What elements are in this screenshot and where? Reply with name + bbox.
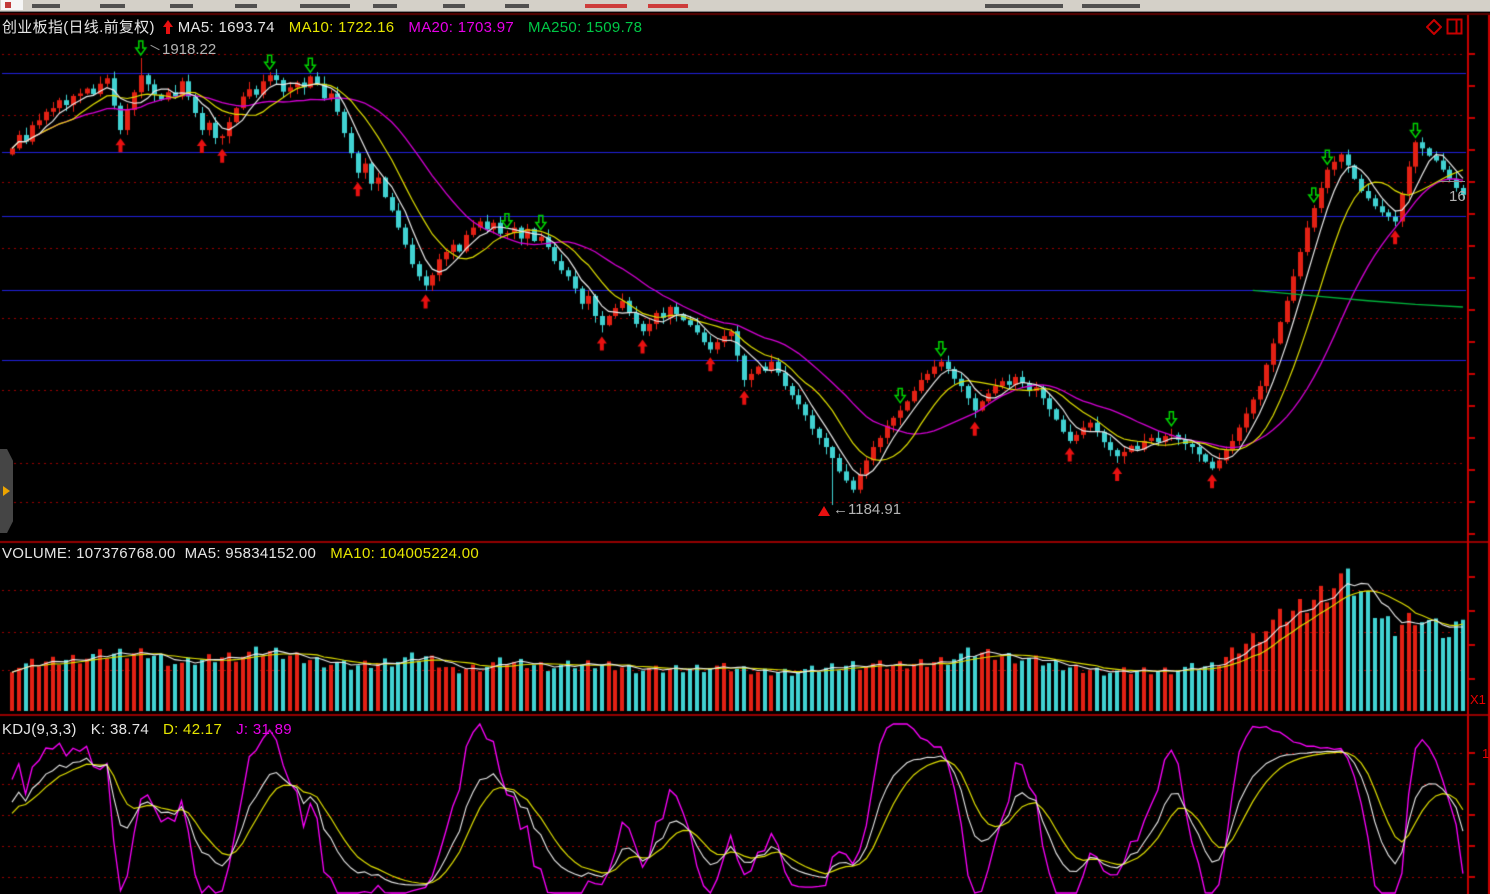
ma5-value[interactable]: MA5: 1693.74 — [177, 19, 275, 36]
menu-item-fragment[interactable] — [585, 4, 627, 8]
ma20-value[interactable]: MA20: 1703.97 — [408, 19, 515, 36]
menu-item-fragment[interactable] — [505, 4, 529, 8]
trend-up-icon — [162, 20, 174, 34]
kdj-title-row: KDJ(9,3,3) K: 38.74 D: 42.17 J: 31.89 — [2, 721, 292, 738]
ma250-value[interactable]: MA250: 1509.78 — [528, 19, 643, 36]
menu-item-fragment[interactable] — [648, 4, 688, 8]
kdj-indicator-name[interactable]: KDJ(9,3,3) — [2, 721, 77, 738]
menu-bar — [0, 0, 1490, 12]
low-annotation: ←1184.91 — [818, 501, 901, 518]
menu-item-fragment[interactable] — [100, 4, 125, 8]
main-chart-title-row: 创业板指(日线.前复权) MA5: 1693.74 MA10: 1722.16 MA2… — [2, 16, 642, 37]
high-annotation: 1918.22 — [150, 41, 216, 58]
split-window-icon[interactable] — [1446, 18, 1463, 35]
low-annotation-value: ←1184.91 — [833, 501, 902, 518]
last-price-pointer — [1438, 181, 1465, 182]
app-logo-mark — [5, 2, 11, 8]
low-marker-triangle-icon — [818, 506, 830, 516]
menu-item-fragment[interactable] — [1082, 4, 1140, 8]
high-annotation-value: 1918.22 — [162, 41, 217, 58]
menu-item-fragment[interactable] — [985, 4, 1063, 8]
menu-item-fragment[interactable] — [32, 4, 60, 8]
expand-arrow-icon — [3, 486, 10, 496]
instrument-title: 创业板指(日线.前复权) — [2, 19, 155, 36]
menu-item-fragment[interactable] — [235, 4, 257, 8]
menu-item-fragment[interactable] — [170, 4, 193, 8]
kdj-d-value: D: 42.17 — [162, 721, 223, 738]
kdj-axis-label: 1 — [1482, 746, 1490, 761]
menu-item-fragment[interactable] — [373, 4, 397, 8]
kdj-j-value: J: 31.89 — [236, 721, 292, 738]
sidebar-expand-handle[interactable] — [0, 449, 13, 533]
volume-ma5-value[interactable]: MA5: 95834152.00 — [184, 545, 317, 562]
volume-ma10-value[interactable]: MA10: 104005224.00 — [330, 545, 480, 562]
menu-item-fragment[interactable] — [443, 4, 465, 8]
ma10-value[interactable]: MA10: 1722.16 — [288, 19, 395, 36]
kdj-k-value: K: 38.74 — [90, 721, 149, 738]
volume-unit-label: X1 — [1470, 692, 1486, 707]
last-price-label: 16 — [1449, 188, 1466, 205]
volume-value[interactable]: VOLUME: 107376768.00 — [2, 545, 176, 562]
diamond-icon[interactable] — [1426, 19, 1442, 35]
volume-title-row: VOLUME: 107376768.00 MA5: 95834152.00 MA10… — [2, 545, 479, 562]
annotation-leader-line — [150, 44, 160, 51]
app-icon[interactable] — [1, 0, 23, 10]
menu-item-fragment[interactable] — [300, 4, 350, 8]
